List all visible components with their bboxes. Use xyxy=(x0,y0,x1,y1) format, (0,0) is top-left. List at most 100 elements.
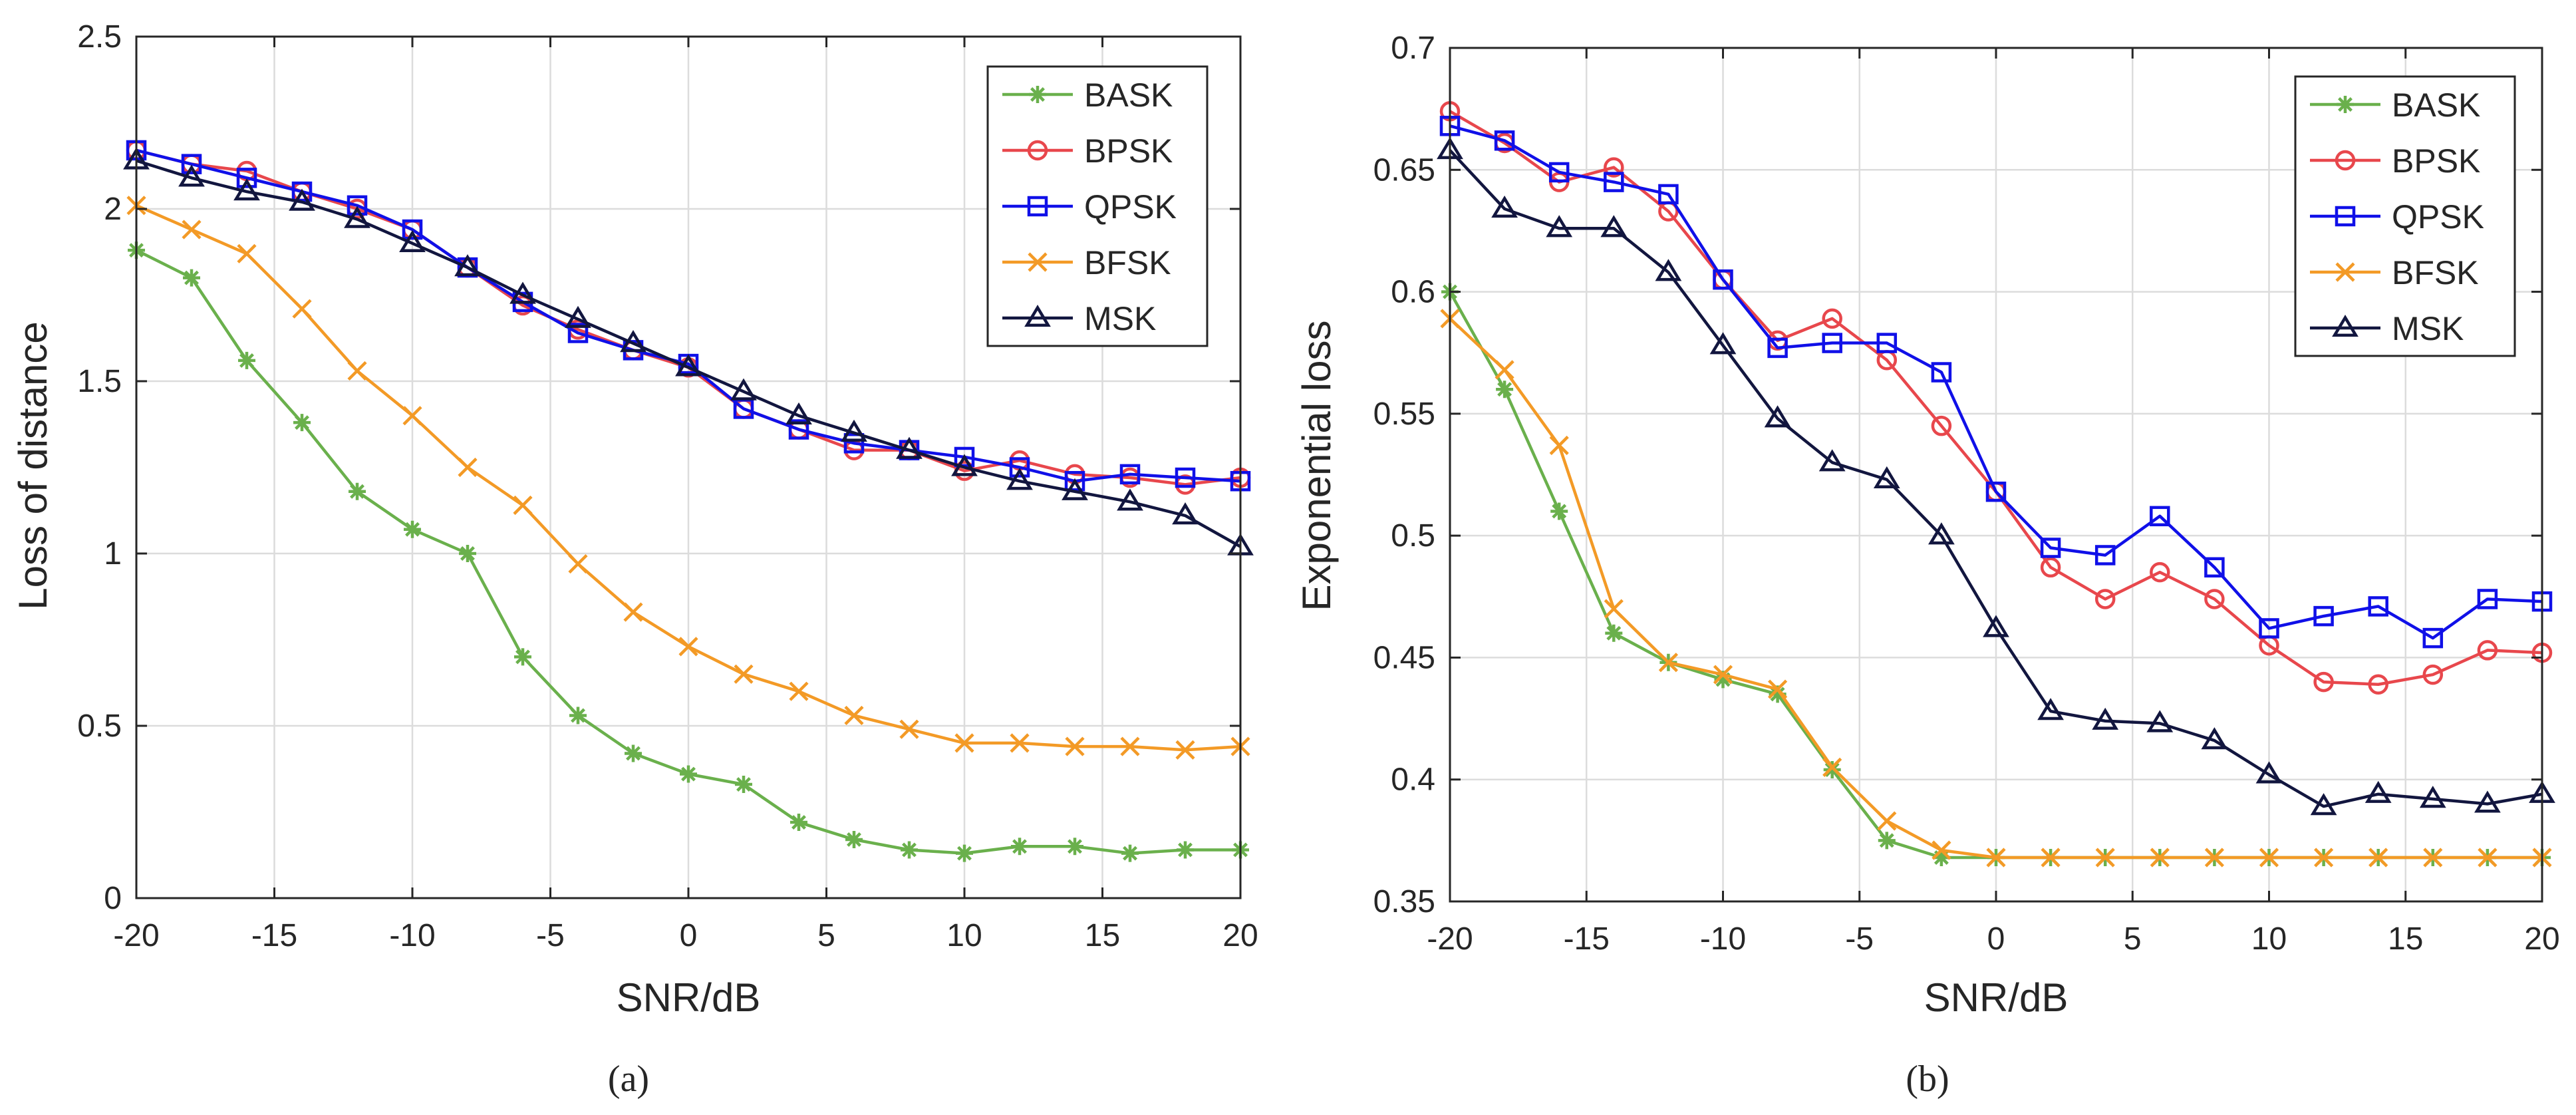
data-point-bfsk xyxy=(1495,360,1514,380)
data-point-msk xyxy=(2255,761,2283,784)
y-tick-label: 0 xyxy=(104,881,122,916)
series-qpsk xyxy=(1439,116,2553,649)
data-point-bfsk xyxy=(182,220,202,239)
data-point-bask xyxy=(459,545,476,562)
x-tick-label: -5 xyxy=(536,918,565,953)
data-point-bask xyxy=(680,765,697,783)
data-point-bfsk xyxy=(292,299,312,319)
data-point-msk xyxy=(233,178,260,201)
y-tick-label: 0.6 xyxy=(1391,275,1435,310)
data-point-bpsk xyxy=(1604,157,1624,178)
data-point-bfsk xyxy=(954,733,974,753)
data-point-bfsk xyxy=(2423,848,2443,868)
series-msk xyxy=(123,147,1254,556)
legend-item-bask: BASK xyxy=(1002,77,1173,114)
data-point-bfsk xyxy=(1010,733,1030,753)
data-point-qpsk xyxy=(1175,467,1196,488)
data-point-bask xyxy=(1714,671,1732,689)
y-tick-label: 0.4 xyxy=(1391,762,1435,798)
data-point-qpsk xyxy=(2150,506,2170,527)
y-tick-label: 0.65 xyxy=(1373,152,1435,188)
x-tick-label: -10 xyxy=(389,918,435,953)
data-point-bfsk xyxy=(2259,848,2279,868)
legend-marker-qpsk xyxy=(1027,196,1048,217)
data-point-qpsk xyxy=(1985,481,2007,502)
data-point-bask xyxy=(293,414,311,432)
data-point-bpsk xyxy=(2422,664,2444,685)
data-point-bfsk xyxy=(1065,736,1085,756)
data-point-qpsk xyxy=(2259,618,2279,639)
data-point-msk xyxy=(2419,786,2446,808)
legend-item-msk: MSK xyxy=(1002,300,1156,337)
data-point-bask xyxy=(1550,502,1568,520)
data-point-bpsk xyxy=(2204,589,2225,609)
data-point-qpsk xyxy=(2477,589,2498,609)
data-point-msk xyxy=(1983,615,2009,637)
data-point-msk xyxy=(951,454,978,476)
data-point-bfsk xyxy=(844,705,864,726)
data-point-bask xyxy=(404,520,421,538)
data-point-bask xyxy=(1177,841,1194,859)
data-point-msk xyxy=(2201,727,2228,750)
data-point-qpsk xyxy=(236,168,257,188)
series-line-msk xyxy=(136,159,1242,548)
x-tick-label: 15 xyxy=(1085,918,1120,953)
data-point-msk xyxy=(1655,259,1682,281)
data-point-bfsk xyxy=(1658,653,1678,673)
data-point-bfsk xyxy=(2204,848,2224,868)
data-point-bask xyxy=(183,269,200,287)
data-point-bask xyxy=(238,351,255,369)
data-point-bask xyxy=(349,482,366,500)
data-point-qpsk xyxy=(1658,184,1679,205)
data-point-bfsk xyxy=(458,457,478,478)
data-point-bfsk xyxy=(2041,848,2061,868)
data-point-qpsk xyxy=(2313,605,2334,627)
data-point-bpsk xyxy=(2368,674,2388,695)
data-point-qpsk xyxy=(1604,172,1624,192)
data-point-bask xyxy=(1769,685,1787,703)
y-tick-label: 0.5 xyxy=(77,709,122,744)
y-tick-label: 0.45 xyxy=(1373,640,1435,675)
data-point-qpsk xyxy=(2368,596,2388,617)
data-point-bask xyxy=(901,841,918,859)
series-line-qpsk xyxy=(1449,124,2543,640)
legend: BASK BPSK QPSK BFSK MSK xyxy=(2294,75,2516,357)
data-point-msk xyxy=(178,164,205,187)
figure-caption: (b) xyxy=(1906,1058,1949,1100)
data-point-qpsk xyxy=(843,432,865,454)
y-tick-label: 0.5 xyxy=(1391,518,1435,554)
data-point-qpsk xyxy=(402,219,423,240)
legend-marker-bfsk xyxy=(1028,252,1048,272)
x-axis-label: SNR/dB xyxy=(617,975,761,1020)
data-point-bfsk xyxy=(1768,679,1788,699)
data-point-msk xyxy=(730,378,757,400)
data-point-bpsk xyxy=(2313,671,2334,693)
data-point-msk xyxy=(289,188,315,211)
data-point-bfsk xyxy=(237,243,257,263)
data-point-qpsk xyxy=(1931,362,1952,383)
data-point-msk xyxy=(399,230,426,252)
data-point-qpsk xyxy=(181,154,202,174)
y-axis-label: Exponential loss xyxy=(1294,321,1339,611)
legend-marker-bfsk xyxy=(2335,262,2355,282)
data-point-qpsk xyxy=(2094,545,2116,565)
y-tick-label: 1.5 xyxy=(77,364,122,399)
legend-label-qpsk: QPSK xyxy=(1084,188,1177,226)
data-point-msk xyxy=(344,206,370,228)
data-point-bfsk xyxy=(2150,848,2170,868)
data-point-qpsk xyxy=(291,181,313,202)
series-bask xyxy=(128,241,1249,862)
y-tick-label: 2 xyxy=(104,192,122,227)
data-point-bfsk xyxy=(1986,848,2006,868)
legend-item-msk: MSK xyxy=(2310,310,2464,347)
legend-marker-qpsk xyxy=(2335,206,2356,227)
y-tick-label: 0.35 xyxy=(1373,884,1435,919)
data-point-qpsk xyxy=(1064,470,1085,492)
data-point-qpsk xyxy=(567,323,589,343)
legend-item-bask: BASK xyxy=(2310,86,2480,124)
legend: BASK BPSK QPSK BFSK MSK xyxy=(986,65,1209,347)
data-point-qpsk xyxy=(1494,130,1515,151)
data-point-msk xyxy=(565,305,591,328)
data-point-bfsk xyxy=(2368,848,2388,868)
data-point-bfsk xyxy=(2314,848,2334,868)
